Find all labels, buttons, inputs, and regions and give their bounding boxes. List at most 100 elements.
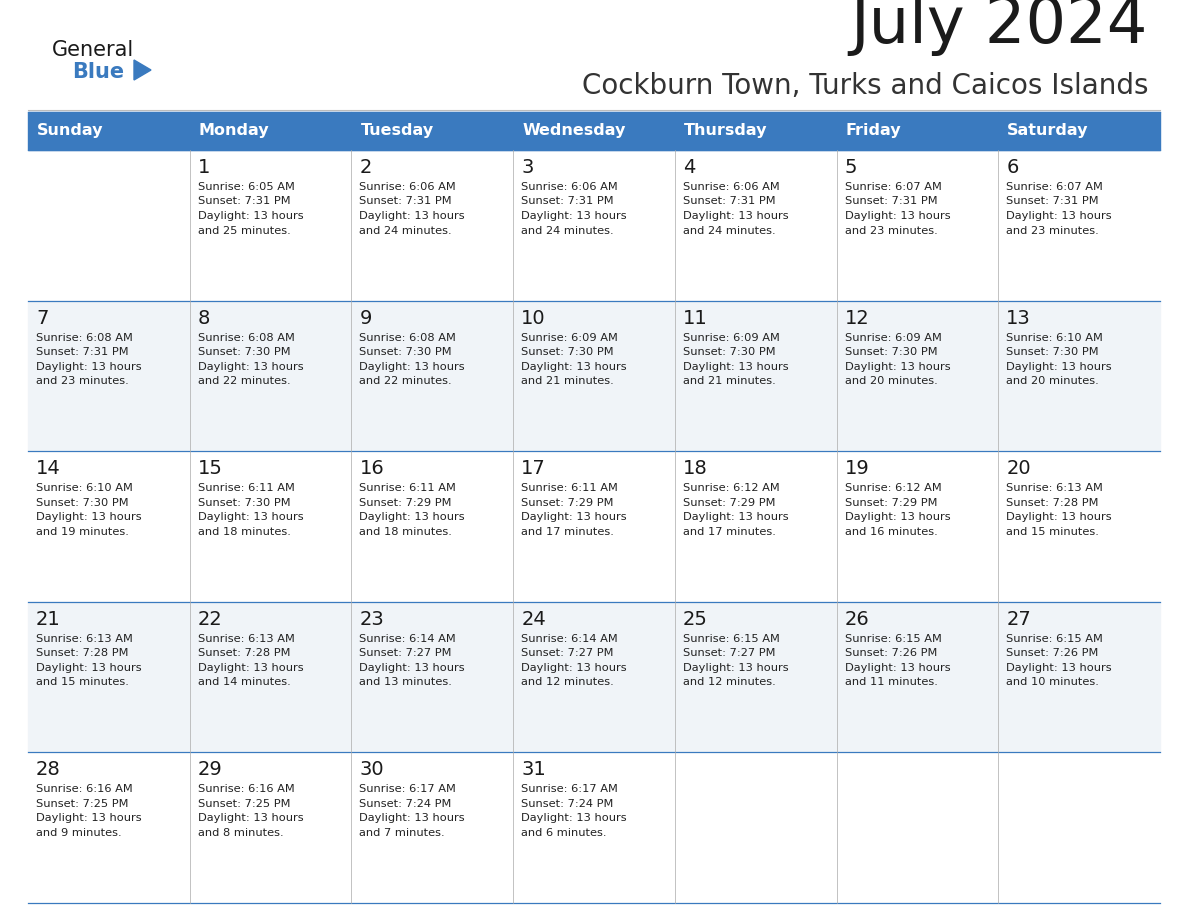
Text: Sunrise: 6:08 AM: Sunrise: 6:08 AM xyxy=(360,332,456,342)
Text: Daylight: 13 hours: Daylight: 13 hours xyxy=(197,813,303,823)
Text: Daylight: 13 hours: Daylight: 13 hours xyxy=(522,663,627,673)
Text: Sunset: 7:30 PM: Sunset: 7:30 PM xyxy=(522,347,614,357)
Text: and 18 minutes.: and 18 minutes. xyxy=(360,527,453,537)
Polygon shape xyxy=(352,112,513,150)
Text: Sunset: 7:27 PM: Sunset: 7:27 PM xyxy=(683,648,776,658)
Text: and 20 minutes.: and 20 minutes. xyxy=(845,376,937,386)
Text: 16: 16 xyxy=(360,459,384,478)
Text: Daylight: 13 hours: Daylight: 13 hours xyxy=(1006,663,1112,673)
Text: Daylight: 13 hours: Daylight: 13 hours xyxy=(683,663,789,673)
Text: Sunrise: 6:09 AM: Sunrise: 6:09 AM xyxy=(845,332,941,342)
Text: Daylight: 13 hours: Daylight: 13 hours xyxy=(845,362,950,372)
Text: Sunrise: 6:17 AM: Sunrise: 6:17 AM xyxy=(360,784,456,794)
Polygon shape xyxy=(134,60,151,80)
Text: Sunrise: 6:06 AM: Sunrise: 6:06 AM xyxy=(522,182,618,192)
Text: Sunset: 7:29 PM: Sunset: 7:29 PM xyxy=(845,498,937,508)
Text: Daylight: 13 hours: Daylight: 13 hours xyxy=(1006,211,1112,221)
Text: Sunrise: 6:08 AM: Sunrise: 6:08 AM xyxy=(36,332,133,342)
Polygon shape xyxy=(29,452,1159,602)
Text: Daylight: 13 hours: Daylight: 13 hours xyxy=(522,512,627,522)
Text: and 24 minutes.: and 24 minutes. xyxy=(360,226,453,236)
Polygon shape xyxy=(29,150,1159,300)
Text: Daylight: 13 hours: Daylight: 13 hours xyxy=(197,512,303,522)
Text: and 8 minutes.: and 8 minutes. xyxy=(197,828,284,838)
Text: Sunrise: 6:11 AM: Sunrise: 6:11 AM xyxy=(522,483,618,493)
Text: and 10 minutes.: and 10 minutes. xyxy=(1006,677,1099,688)
Text: July 2024: July 2024 xyxy=(851,0,1148,56)
Text: and 11 minutes.: and 11 minutes. xyxy=(845,677,937,688)
Text: Sunrise: 6:09 AM: Sunrise: 6:09 AM xyxy=(683,332,779,342)
Text: Sunset: 7:29 PM: Sunset: 7:29 PM xyxy=(683,498,776,508)
Polygon shape xyxy=(836,112,998,150)
Text: 5: 5 xyxy=(845,158,857,177)
Text: Sunrise: 6:11 AM: Sunrise: 6:11 AM xyxy=(197,483,295,493)
Polygon shape xyxy=(190,112,352,150)
Text: and 18 minutes.: and 18 minutes. xyxy=(197,527,291,537)
Text: Wednesday: Wednesday xyxy=(523,124,626,139)
Polygon shape xyxy=(513,112,675,150)
Text: Daylight: 13 hours: Daylight: 13 hours xyxy=(522,813,627,823)
Text: and 22 minutes.: and 22 minutes. xyxy=(360,376,453,386)
Text: Sunset: 7:31 PM: Sunset: 7:31 PM xyxy=(36,347,128,357)
Text: Monday: Monday xyxy=(198,124,270,139)
Text: 23: 23 xyxy=(360,610,384,629)
Text: Sunrise: 6:13 AM: Sunrise: 6:13 AM xyxy=(36,633,133,644)
Text: Sunrise: 6:05 AM: Sunrise: 6:05 AM xyxy=(197,182,295,192)
Text: and 13 minutes.: and 13 minutes. xyxy=(360,677,453,688)
Text: and 23 minutes.: and 23 minutes. xyxy=(1006,226,1099,236)
Text: Sunset: 7:29 PM: Sunset: 7:29 PM xyxy=(360,498,451,508)
Text: and 19 minutes.: and 19 minutes. xyxy=(36,527,128,537)
Text: Sunrise: 6:09 AM: Sunrise: 6:09 AM xyxy=(522,332,618,342)
Text: Cockburn Town, Turks and Caicos Islands: Cockburn Town, Turks and Caicos Islands xyxy=(581,72,1148,100)
Text: Sunrise: 6:16 AM: Sunrise: 6:16 AM xyxy=(36,784,133,794)
Text: 24: 24 xyxy=(522,610,546,629)
Text: and 12 minutes.: and 12 minutes. xyxy=(522,677,614,688)
Text: and 23 minutes.: and 23 minutes. xyxy=(845,226,937,236)
Text: Daylight: 13 hours: Daylight: 13 hours xyxy=(522,211,627,221)
Text: Sunset: 7:30 PM: Sunset: 7:30 PM xyxy=(845,347,937,357)
Text: Sunset: 7:31 PM: Sunset: 7:31 PM xyxy=(683,196,776,207)
Text: and 21 minutes.: and 21 minutes. xyxy=(522,376,614,386)
Text: Daylight: 13 hours: Daylight: 13 hours xyxy=(522,362,627,372)
Text: Daylight: 13 hours: Daylight: 13 hours xyxy=(197,211,303,221)
Text: 30: 30 xyxy=(360,760,384,779)
Polygon shape xyxy=(675,112,836,150)
Text: Daylight: 13 hours: Daylight: 13 hours xyxy=(36,512,141,522)
Text: Daylight: 13 hours: Daylight: 13 hours xyxy=(845,512,950,522)
Polygon shape xyxy=(998,112,1159,150)
Text: Sunset: 7:30 PM: Sunset: 7:30 PM xyxy=(197,498,290,508)
Text: and 22 minutes.: and 22 minutes. xyxy=(197,376,290,386)
Text: and 15 minutes.: and 15 minutes. xyxy=(1006,527,1099,537)
Text: Daylight: 13 hours: Daylight: 13 hours xyxy=(360,512,465,522)
Text: 21: 21 xyxy=(36,610,61,629)
Text: Sunrise: 6:17 AM: Sunrise: 6:17 AM xyxy=(522,784,618,794)
Text: and 21 minutes.: and 21 minutes. xyxy=(683,376,776,386)
Polygon shape xyxy=(29,753,1159,903)
Text: Sunrise: 6:14 AM: Sunrise: 6:14 AM xyxy=(360,633,456,644)
Text: Tuesday: Tuesday xyxy=(360,124,434,139)
Text: 6: 6 xyxy=(1006,158,1018,177)
Text: 3: 3 xyxy=(522,158,533,177)
Text: Sunset: 7:28 PM: Sunset: 7:28 PM xyxy=(197,648,290,658)
Text: Sunrise: 6:15 AM: Sunrise: 6:15 AM xyxy=(1006,633,1104,644)
Text: 8: 8 xyxy=(197,308,210,328)
Text: Sunrise: 6:07 AM: Sunrise: 6:07 AM xyxy=(1006,182,1104,192)
Text: Sunset: 7:31 PM: Sunset: 7:31 PM xyxy=(1006,196,1099,207)
Text: 27: 27 xyxy=(1006,610,1031,629)
Text: Sunset: 7:27 PM: Sunset: 7:27 PM xyxy=(360,648,451,658)
Text: Sunrise: 6:15 AM: Sunrise: 6:15 AM xyxy=(845,633,941,644)
Text: 10: 10 xyxy=(522,308,545,328)
Text: 2: 2 xyxy=(360,158,372,177)
Text: Daylight: 13 hours: Daylight: 13 hours xyxy=(360,663,465,673)
Text: Daylight: 13 hours: Daylight: 13 hours xyxy=(197,362,303,372)
Text: Sunrise: 6:07 AM: Sunrise: 6:07 AM xyxy=(845,182,941,192)
Text: and 15 minutes.: and 15 minutes. xyxy=(36,677,128,688)
Text: and 6 minutes.: and 6 minutes. xyxy=(522,828,607,838)
Text: Sunrise: 6:12 AM: Sunrise: 6:12 AM xyxy=(845,483,941,493)
Text: 17: 17 xyxy=(522,459,546,478)
Text: 28: 28 xyxy=(36,760,61,779)
Text: 29: 29 xyxy=(197,760,222,779)
Text: Daylight: 13 hours: Daylight: 13 hours xyxy=(360,362,465,372)
Text: Sunset: 7:30 PM: Sunset: 7:30 PM xyxy=(36,498,128,508)
Text: Sunset: 7:27 PM: Sunset: 7:27 PM xyxy=(522,648,614,658)
